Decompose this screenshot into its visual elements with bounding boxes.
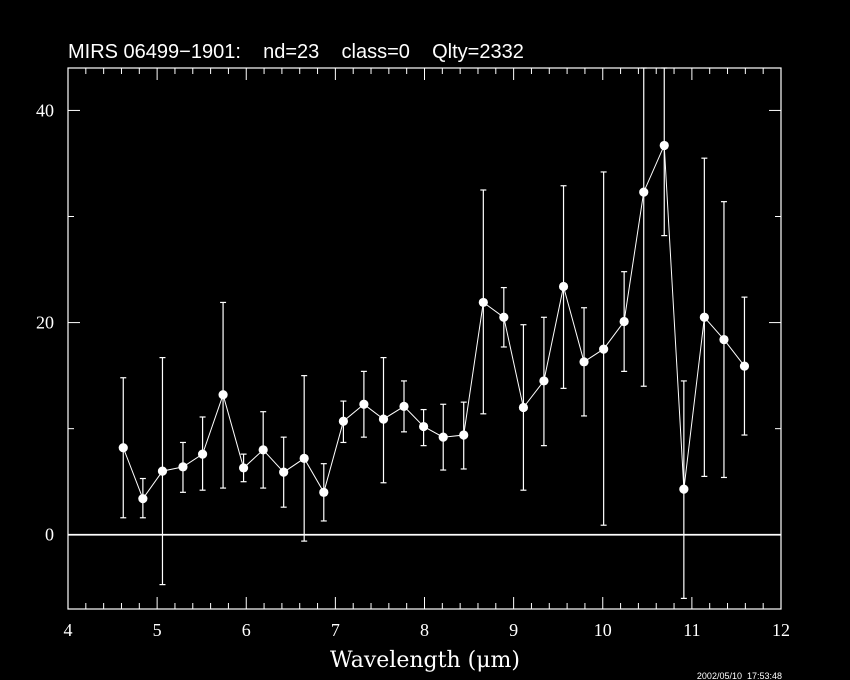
x-tick-label: 4	[64, 620, 73, 640]
x-tick-label: 9	[509, 620, 518, 640]
data-point	[619, 316, 629, 327]
axis-ticks	[67, 68, 782, 609]
data-point	[599, 344, 609, 354]
y-tick-label: 0	[45, 525, 54, 545]
data-point	[238, 463, 249, 473]
data-point	[699, 312, 709, 322]
y-tick-label: 40	[36, 100, 54, 120]
x-axis-title: Wavelength (μm)	[330, 648, 520, 673]
data-point	[478, 297, 488, 308]
data-point	[319, 487, 329, 497]
data-point	[499, 312, 509, 322]
data-point	[299, 453, 309, 463]
series-line	[122, 145, 745, 500]
axis-tick-labels: 4 5 6 7 8 9 10 11 12 0 20 40	[36, 100, 790, 640]
plot-timestamp: 2002/05/10 17:53:48	[697, 671, 782, 680]
data-point	[659, 140, 669, 151]
data-point	[279, 467, 289, 477]
data-point	[338, 416, 348, 426]
x-tick-label: 11	[683, 620, 700, 640]
y-tick-label: 20	[36, 313, 54, 333]
data-point	[118, 443, 128, 453]
data-point	[739, 361, 750, 371]
data-point	[359, 399, 369, 409]
data-point	[639, 187, 649, 197]
x-tick-label: 6	[242, 620, 251, 640]
chart-title: MIRS 06499−1901: nd=23 class=0 Qlty=2332	[68, 41, 524, 63]
x-tick-label: 7	[331, 620, 340, 640]
data-point	[518, 402, 529, 413]
x-tick-label: 12	[772, 620, 790, 640]
data-point	[197, 449, 208, 459]
x-tick-label: 5	[153, 620, 162, 640]
data-point	[378, 414, 389, 424]
data-point	[459, 430, 469, 440]
data-point	[138, 494, 148, 504]
x-tick-label: 10	[594, 620, 612, 640]
data-point	[579, 357, 589, 367]
data-point	[178, 462, 188, 472]
data-point	[419, 421, 429, 432]
data-point	[539, 376, 549, 386]
data-point	[679, 484, 689, 494]
data-point	[157, 466, 168, 476]
data-point	[719, 334, 729, 345]
data-point	[438, 432, 448, 442]
data-point	[558, 281, 569, 292]
data-point	[399, 401, 409, 411]
data-points	[118, 140, 750, 504]
data-point	[258, 445, 268, 455]
data-point	[218, 390, 228, 400]
x-tick-label: 8	[420, 620, 429, 640]
